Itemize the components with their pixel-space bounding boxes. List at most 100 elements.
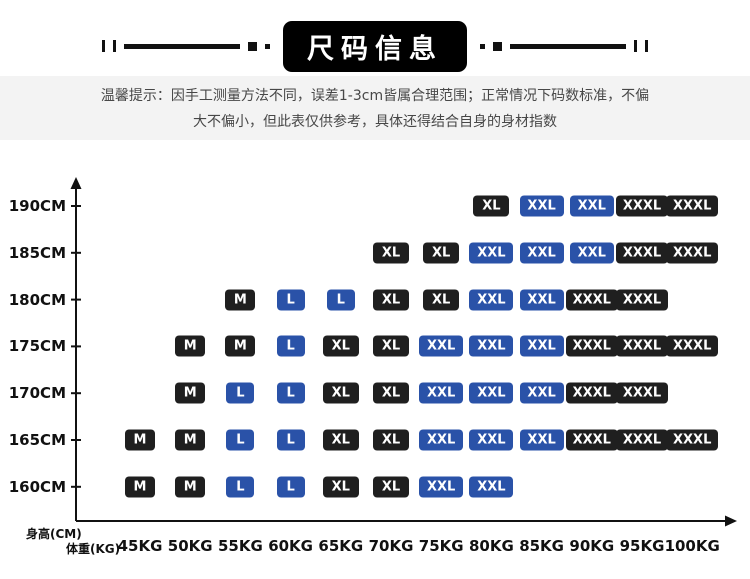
size-badge: XXL [469,429,514,451]
size-badge: XL [322,335,359,357]
size-badge: L [276,382,305,404]
size-badge: M [225,335,256,357]
size-badge: XXXL [666,195,719,217]
rule-line-icon [124,43,240,49]
size-badge: XXL [519,429,564,451]
dot-icon [248,41,257,51]
size-badge: XL [473,195,510,217]
size-badge: XXXL [565,429,618,451]
size-badge: XXL [569,195,614,217]
size-badge: L [226,382,255,404]
double-bar-icon [634,40,648,52]
right-decoration [480,40,648,52]
size-badge: XL [423,242,460,264]
notice-line-2: 大不偏小，但此表仅供参考，具体还得结合自身的身材指数 [193,114,557,130]
size-badge: XXL [519,382,564,404]
size-badge: XXL [469,335,514,357]
height-label: 190CM [8,197,66,215]
size-badge: XL [373,242,409,264]
size-badge: XL [373,335,409,357]
size-badge: XXXL [616,289,668,311]
weight-label: 85KG [519,537,564,555]
size-badge: XL [322,476,359,498]
left-decoration [102,40,270,52]
size-badge: M [175,382,206,404]
size-badge: XXL [419,382,464,404]
size-badge: XXXL [616,195,668,217]
size-badge: XXXL [616,335,668,357]
weight-label: 55KG [217,537,263,555]
size-badge: XL [373,476,409,498]
size-badge: XXL [419,476,464,498]
x-axis-arrow-icon [725,515,737,527]
size-badge: XXL [519,195,564,217]
dot-icon [493,41,502,51]
notice-line-1: 温馨提示：因手工测量方法不同，误差1-3cm皆属合理范围；正常情况下码数标准，不… [100,88,650,104]
size-badge: XXXL [616,242,668,264]
size-badge: XL [423,289,460,311]
size-badge: XXXL [666,335,719,357]
weight-label: 90KG [569,537,615,555]
size-badge: XXL [469,289,514,311]
size-badge: L [276,289,305,311]
weight-label: 65KG [318,537,364,555]
size-badge: M [175,335,206,357]
size-badge: L [276,335,305,357]
size-badge: XL [322,429,359,451]
notice-text: 温馨提示：因手工测量方法不同，误差1-3cm皆属合理范围；正常情况下码数标准，不… [0,76,750,140]
size-badge: XXL [469,382,514,404]
size-badge: L [276,476,305,498]
rule-line-icon [510,43,626,49]
size-badge: XXXL [565,289,618,311]
height-label: 170CM [8,384,66,403]
double-bar-icon [102,40,116,52]
size-badge: XXXL [666,242,719,264]
page-title: 尺码信息 [283,20,467,72]
size-badge: M [125,429,155,451]
size-badge: XXL [469,242,514,264]
size-badge: L [276,429,305,451]
size-badge: XXL [419,335,464,357]
weight-label: 50KG [167,537,213,555]
size-badge: XXL [419,429,464,451]
height-label: 160CM [8,477,66,496]
weight-label: 100KG [664,537,720,555]
weight-label: 60KG [268,537,313,555]
size-badge: L [326,289,355,311]
size-badge: M [175,429,206,451]
height-label: 165CM [8,431,66,449]
header: 尺码信息 [0,20,750,72]
height-label: 185CM [8,243,66,262]
weight-label: 95KG [619,537,665,555]
size-badge: XXL [569,242,614,264]
size-badge: M [175,476,206,498]
size-badge: XXL [519,242,564,264]
size-badge: XL [373,429,409,451]
size-badge: XL [373,289,409,311]
weight-label: 75KG [418,537,464,555]
size-badge: XXL [519,335,564,357]
size-badge: XXXL [565,382,618,404]
y-axis-arrow-icon [70,177,82,189]
size-badge: L [226,429,255,451]
size-badge: M [125,476,155,498]
size-badge: XXXL [666,429,719,451]
size-badge: M [225,289,256,311]
height-label: 175CM [8,337,66,356]
size-badge: XL [373,382,409,404]
y-axis-caption: 身高(CM) [26,527,82,541]
size-badge: XXXL [616,382,668,404]
height-label: 180CM [8,290,66,309]
dot-icon [265,43,270,49]
dot-icon [480,43,485,49]
size-badge: XXL [469,476,514,498]
size-badge: XXL [519,289,564,311]
size-badge: XXXL [565,335,618,357]
size-badge: XXXL [616,429,668,451]
size-badge: XL [322,382,359,404]
weight-label: 45KG [117,537,163,555]
weight-label: 70KG [368,537,414,555]
weight-label: 80KG [468,537,514,555]
size-badge: L [226,476,255,498]
